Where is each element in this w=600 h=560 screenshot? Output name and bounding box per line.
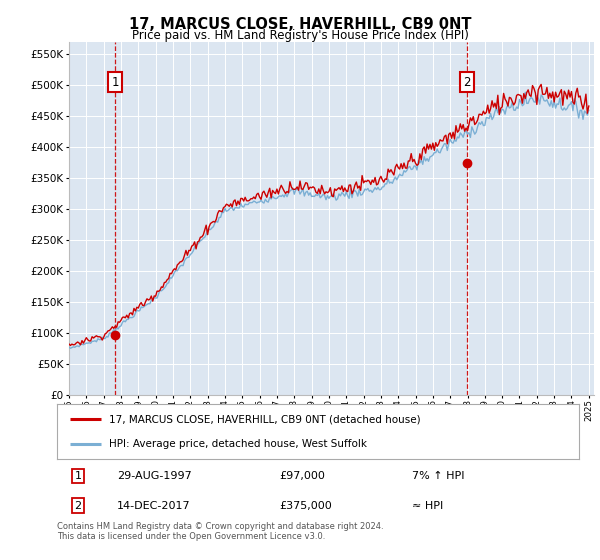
Text: 7% ↑ HPI: 7% ↑ HPI [412,471,464,481]
Text: 1: 1 [112,76,119,88]
Text: ≈ HPI: ≈ HPI [412,501,443,511]
Text: 2: 2 [74,501,82,511]
Text: £97,000: £97,000 [279,471,325,481]
Text: HPI: Average price, detached house, West Suffolk: HPI: Average price, detached house, West… [109,440,367,449]
Text: Price paid vs. HM Land Registry's House Price Index (HPI): Price paid vs. HM Land Registry's House … [131,29,469,42]
Text: £375,000: £375,000 [279,501,332,511]
Text: 29-AUG-1997: 29-AUG-1997 [117,471,192,481]
Text: 17, MARCUS CLOSE, HAVERHILL, CB9 0NT (detached house): 17, MARCUS CLOSE, HAVERHILL, CB9 0NT (de… [109,414,421,424]
Text: 14-DEC-2017: 14-DEC-2017 [117,501,191,511]
Text: Contains HM Land Registry data © Crown copyright and database right 2024.
This d: Contains HM Land Registry data © Crown c… [57,522,383,542]
Text: 17, MARCUS CLOSE, HAVERHILL, CB9 0NT: 17, MARCUS CLOSE, HAVERHILL, CB9 0NT [129,17,471,32]
Text: 1: 1 [74,471,82,481]
Text: 2: 2 [463,76,470,88]
